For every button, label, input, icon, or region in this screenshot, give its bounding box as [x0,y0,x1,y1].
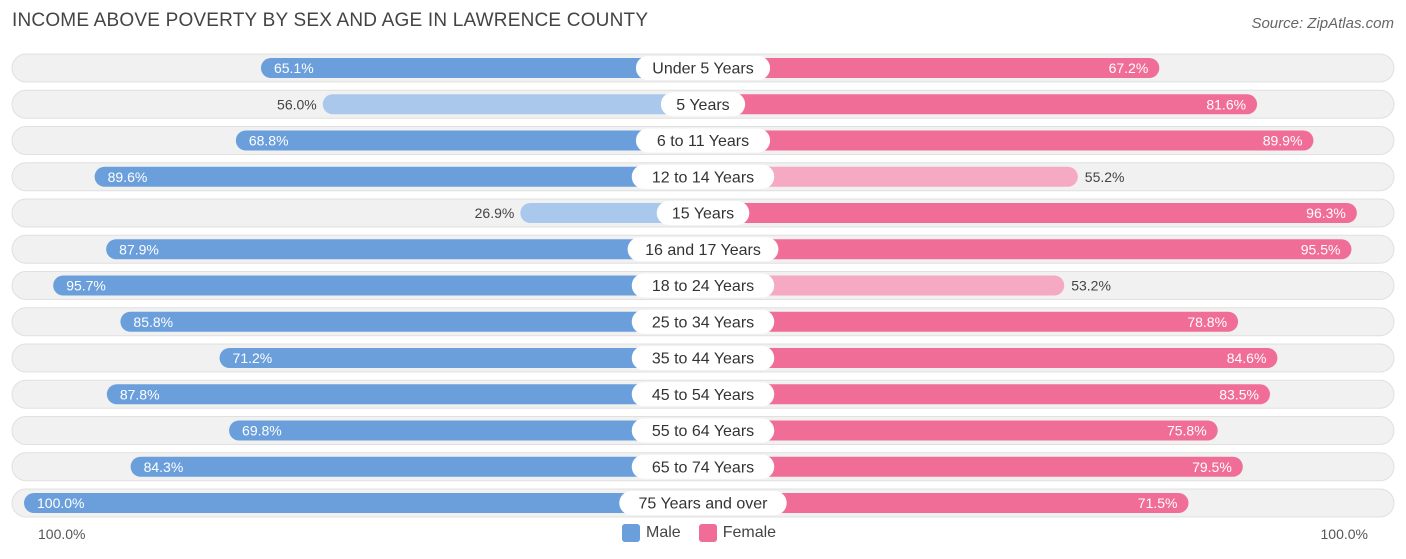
female-value-label: 75.8% [1167,423,1207,439]
category-pill [627,237,779,262]
category-pill [631,164,775,189]
category-label: 45 to 54 Years [652,387,754,404]
category-label: 15 Years [672,206,734,223]
male-bar [520,203,703,223]
male-bar [106,239,703,260]
female-bar [703,420,1218,441]
female-value-label: 83.5% [1219,386,1259,402]
category-pill [619,491,787,515]
female-bar [703,456,1243,477]
category-label: 5 Years [676,97,729,114]
female-value-label: 95.5% [1301,241,1341,257]
chart-title: INCOME ABOVE POVERTY BY SEX AND AGE IN L… [12,10,649,31]
female-value-label: 71.5% [1138,495,1178,511]
legend-label-male: Male [646,524,681,541]
category-label: 16 and 17 Years [645,242,761,259]
category-pill [631,273,775,298]
diverging-bar-chart: Under 5 Years 65.1% 67.2% 5 Years 56.0% 81.6%… [11,53,1395,518]
male-value-label: 65.1% [274,60,314,76]
female-bar [703,130,1314,151]
female-bar [703,348,1278,368]
category-label: Under 5 Years [652,61,753,78]
category-label: 6 to 11 Years [657,133,749,150]
male-bar [260,58,703,78]
category-label: 55 to 64 Years [652,423,754,440]
male-value-label: 26.9% [475,205,515,221]
source-label[interactable]: Source: ZipAtlas.com [1251,15,1394,32]
female-value-label: 84.6% [1227,350,1267,366]
axis-left-label: 100.0% [38,526,86,542]
male-value-label: 68.8% [249,133,289,149]
female-value-label: 79.5% [1192,459,1232,475]
female-value-label: 67.2% [1109,60,1149,76]
female-bar [703,239,1352,260]
female-value-label: 89.9% [1263,133,1303,149]
male-bar [219,348,703,368]
category-pill [635,128,771,153]
category-label: 12 to 14 Years [652,169,754,186]
category-pill [631,382,775,407]
category-pill [631,309,775,334]
male-value-label: 87.8% [120,386,160,402]
female-bar [703,203,1357,223]
category-label: 35 to 44 Years [652,351,754,368]
category-pill [656,201,750,225]
male-bar [229,420,704,441]
male-bar [53,275,703,296]
legend-item-male[interactable]: Male [622,524,681,542]
legend-item-female[interactable]: Female [698,524,777,542]
male-bar [94,166,704,187]
male-value-label: 89.6% [108,169,148,185]
female-value-label: 53.2% [1071,278,1111,294]
male-value-label: 84.3% [144,459,184,475]
male-value-label: 100.0% [37,495,84,511]
category-pill [631,418,775,443]
male-value-label: 71.2% [233,350,273,366]
female-value-label: 96.3% [1306,205,1346,221]
female-bar [703,58,1160,78]
legend-label-female: Female [722,524,777,541]
category-label: 75 Years and over [639,496,769,513]
male-bar [130,456,703,477]
male-value-label: 56.0% [277,96,317,112]
female-bar [703,493,1189,513]
male-bar [235,130,703,151]
category-pill [631,454,775,479]
female-bar [703,94,1258,115]
female-bar [703,311,1239,332]
male-value-label: 69.8% [242,423,282,439]
category-label: 18 to 24 Years [652,278,754,295]
female-value-label: 78.8% [1187,314,1227,330]
category-pill [631,346,775,370]
male-value-label: 85.8% [133,314,173,330]
male-value-label: 95.7% [66,278,106,294]
legend-swatch-male [622,524,640,542]
male-value-label: 87.9% [119,241,159,257]
category-pill [660,92,746,117]
male-bar [106,384,703,405]
female-value-label: 81.6% [1206,96,1246,112]
female-bar [703,166,1078,187]
category-pill [635,56,771,80]
female-value-label: 55.2% [1085,169,1125,185]
male-bar [322,94,703,115]
female-bar [703,384,1270,405]
axis-right-label: 100.0% [1320,526,1368,542]
category-label: 65 to 74 Years [652,459,754,476]
legend-swatch-female [698,524,717,542]
male-bar [24,493,703,513]
category-label: 25 to 34 Years [652,314,754,331]
female-bar [703,275,1065,296]
legend: Male Female [622,524,794,542]
male-bar [120,311,704,332]
